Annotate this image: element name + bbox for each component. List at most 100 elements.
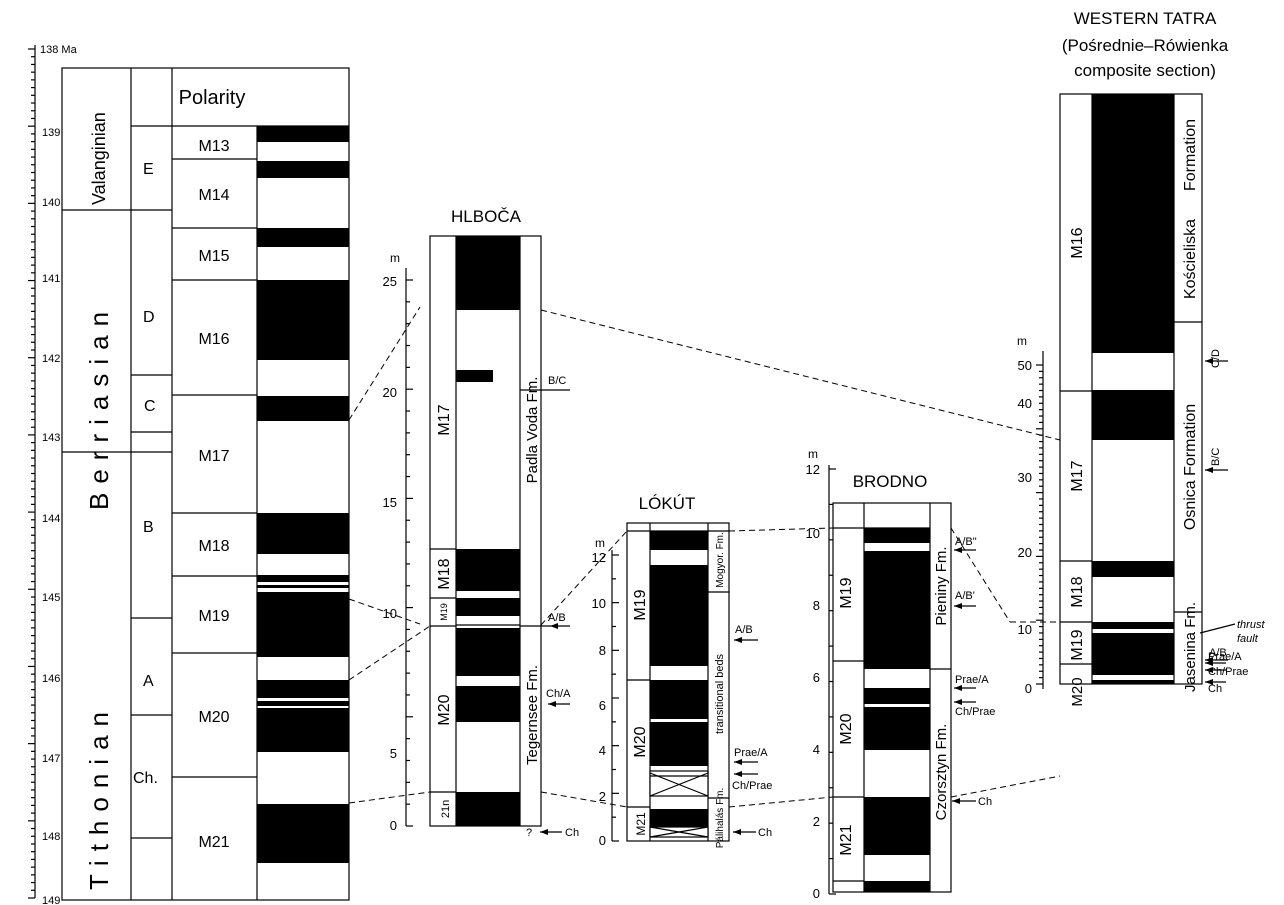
chron-m15: M15: [198, 248, 229, 265]
age-label-140: 140: [42, 197, 60, 209]
age-label-147: 147: [42, 753, 60, 765]
chron-m14: M14: [198, 187, 229, 204]
age-label-138: 138 Ma: [40, 44, 78, 56]
brodno-title: BRODNO: [853, 472, 928, 491]
wt-marker-chprae: Ch/Prae: [1208, 666, 1248, 678]
zone-e: E: [143, 161, 154, 178]
lokut-unit: m: [595, 536, 605, 550]
wt-marker-thrust: thrust: [1237, 619, 1265, 631]
wt-axis-10: 10: [1018, 622, 1032, 637]
lokut-chron-m21: M21: [634, 812, 648, 836]
wt-fm-osnica: Osnica Formation: [1182, 404, 1199, 530]
hlboca-axis-20: 20: [383, 385, 397, 400]
lokut-fm-mogyor: Mogyor. Fm.: [715, 532, 726, 588]
age-label-141: 141: [42, 273, 60, 285]
polarity-normal-block: [257, 575, 349, 582]
polarity-normal-block: [650, 531, 708, 550]
lokut-axis-2: 2: [599, 789, 606, 804]
polarity-normal-block: [257, 280, 349, 360]
polarity-normal-block: [864, 881, 930, 892]
wt-fm-koscieliska: Kościeliska: [1182, 219, 1199, 299]
polarity-normal-block: [257, 228, 349, 247]
corr-line: [348, 625, 431, 681]
age-label-148: 148: [42, 831, 60, 843]
polarity-normal-block: [257, 513, 349, 554]
polarity-normal-block: [456, 549, 520, 591]
lokut-axis-12: 12: [592, 550, 606, 565]
section-brodno: BRODNO m 0 2 4 6 8 10 12 M21 M20 M19 Czo…: [806, 447, 996, 901]
brodno-axis-4: 4: [813, 742, 820, 757]
hlboca-chron-m20: M20: [436, 694, 453, 725]
hlboca-axis-5: 5: [390, 746, 397, 761]
hlboca-chron-m19: M19: [439, 603, 449, 621]
polarity-normal-block: [864, 551, 930, 669]
lokut-marker-ab: A/B: [735, 624, 753, 636]
lokut-fm-transitional: transitional beds: [714, 653, 726, 734]
age-axis-ticks: [28, 48, 35, 899]
lokut-axis-8: 8: [599, 643, 606, 658]
corr-line: [348, 598, 421, 625]
polarity-normal-block: [864, 688, 930, 704]
brodno-axis-10: 10: [806, 526, 820, 541]
section-lokut: LÓKÚT m 0 2 4 6 8 10 12 M21 M20 M19 Páli…: [592, 494, 773, 848]
hlboca-axis-25: 25: [383, 274, 397, 289]
chron-m13: M13: [198, 138, 229, 155]
brodno-axis-8: 8: [813, 598, 820, 613]
polarity-normal-block: [650, 809, 708, 827]
polarity-normal-block: [1092, 94, 1174, 353]
hlboca-title: HLBOČA: [451, 207, 522, 226]
polarity-normal-block: [456, 236, 520, 310]
wt-title-line3: composite section): [1074, 61, 1216, 80]
age-label-142: 142: [42, 353, 60, 365]
polarity-normal-block: [456, 686, 520, 722]
wt-title-line2: (Pośrednie–Rówienka: [1062, 36, 1229, 55]
brodno-marker-ab1: A/B': [955, 590, 975, 602]
wt-marker-fault: fault: [1237, 633, 1259, 645]
wt-axis-ticks: [1036, 364, 1043, 685]
corr-line: [540, 309, 1061, 441]
polarity-normal-block: [864, 528, 930, 543]
zone-a: A: [143, 673, 154, 690]
lokut-marker-ch: Ch: [758, 827, 772, 839]
wt-marker-cd: C/D: [1210, 349, 1222, 368]
stage-valanginian: Valanginian: [89, 112, 109, 205]
wt-marker-bc: B/C: [1210, 448, 1222, 466]
lokut-axis-ticks: [612, 554, 619, 842]
wt-axis-30: 30: [1018, 470, 1032, 485]
corr-line: [728, 796, 834, 808]
brodno-axis-2: 2: [813, 814, 820, 829]
brodno-axis-6: 6: [813, 670, 820, 685]
polarity-normal-block: [456, 792, 520, 826]
corr-line: [728, 527, 834, 532]
polarity-normal-block: [257, 708, 349, 752]
hlboca-marker-question: ?: [526, 827, 532, 839]
brodno-unit: m: [808, 447, 818, 461]
brodno-fm-pieniny: Pieniny Fm.: [933, 546, 950, 625]
lokut-axis-0: 0: [599, 833, 606, 848]
hlboca-marker-bc: B/C: [548, 375, 566, 387]
zone-ch: Ch.: [133, 770, 158, 787]
wt-title-line1: WESTERN TATRA: [1074, 9, 1217, 28]
polarity-normal-block: [650, 680, 708, 719]
chron-m18: M18: [198, 538, 229, 555]
corr-line: [540, 791, 628, 808]
polarity-normal-block: [456, 598, 520, 616]
polarity-normal-block: [1092, 390, 1174, 440]
wt-marker-praea: Prae/A: [1208, 651, 1242, 663]
polarity-normal-block: [1092, 633, 1174, 675]
brodno-axis-12: 12: [806, 462, 820, 477]
section-hlboca: HLBOČA m 0 5 10 15 20 25 21n M20 M19 M18…: [383, 207, 580, 839]
polarity-normal-block: [1092, 561, 1174, 577]
hlboca-axis-ticks: [406, 279, 413, 827]
wt-chron-m19: M19: [1069, 629, 1086, 660]
corr-line: [348, 791, 431, 804]
stage-berriasian: Berriasian: [84, 303, 114, 510]
wt-marker-ch-inner: Ch: [1150, 642, 1164, 654]
chron-m19: M19: [198, 608, 229, 625]
wt-axis-40: 40: [1018, 396, 1032, 411]
brodno-chron-m19: M19: [838, 577, 855, 608]
lokut-axis-4: 4: [599, 743, 606, 758]
zone-c: C: [144, 398, 156, 415]
chron-m20: M20: [198, 709, 229, 726]
